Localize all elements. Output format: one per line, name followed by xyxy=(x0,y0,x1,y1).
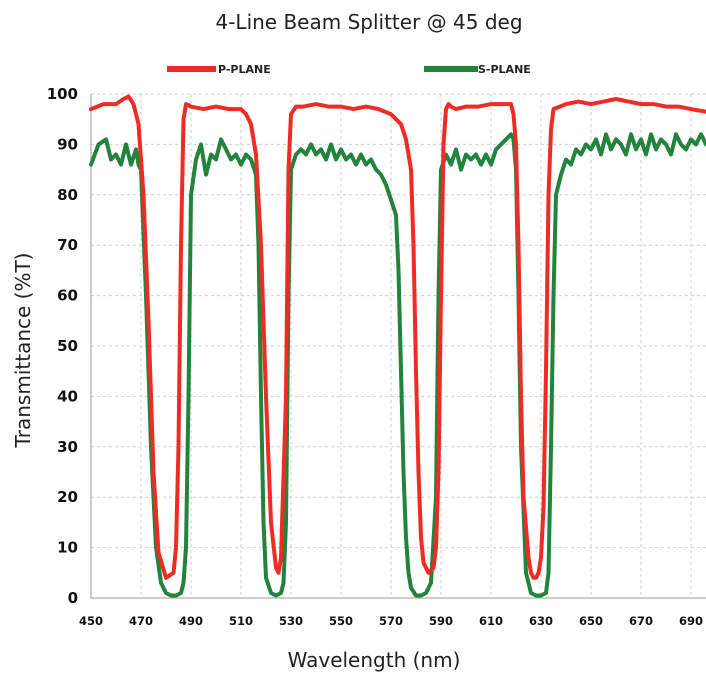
x-tick-label: 450 xyxy=(79,614,103,628)
x-tick-label: 650 xyxy=(579,614,603,628)
y-tick-label: 90 xyxy=(57,135,78,153)
x-axis-label: Wavelength (nm) xyxy=(288,648,461,672)
x-tick-label: 530 xyxy=(279,614,303,628)
x-tick-label: 510 xyxy=(229,614,253,628)
grid-lines xyxy=(90,93,706,599)
y-tick-label: 100 xyxy=(47,85,78,103)
y-tick-label: 60 xyxy=(57,287,78,305)
x-tick-label: 610 xyxy=(479,614,503,628)
x-tick-label: 490 xyxy=(179,614,203,628)
axis-frame xyxy=(90,94,706,599)
series-line-s-plane xyxy=(89,132,706,598)
chart-title: 4-Line Beam Splitter @ 45 deg xyxy=(215,10,522,34)
y-tick-label: 20 xyxy=(57,488,78,506)
y-tick-label: 70 xyxy=(57,236,78,254)
series-lines xyxy=(89,94,706,598)
x-tick-label: 670 xyxy=(629,614,653,628)
y-tick-label: 40 xyxy=(57,387,78,405)
x-tick-label: 630 xyxy=(529,614,553,628)
series-line-p-plane xyxy=(89,94,706,580)
x-tick-label: 590 xyxy=(429,614,453,628)
y-tick-label: 50 xyxy=(57,337,78,355)
x-tick-label: 550 xyxy=(329,614,353,628)
x-tick-label: 570 xyxy=(379,614,403,628)
legend: P-PLANE S-PLANE xyxy=(167,63,531,76)
y-tick-label: 10 xyxy=(57,539,78,557)
y-axis-label: Transmittance (%T) xyxy=(11,253,35,449)
y-axis-ticks: 0 10 20 30 40 50 60 70 80 90 100 xyxy=(47,85,78,607)
x-tick-label: 690 xyxy=(679,614,703,628)
x-axis-ticks: 450 470 490 510 530 550 570 590 610 630 650 670 690 xyxy=(79,614,703,628)
y-tick-label: 0 xyxy=(68,589,78,607)
y-tick-label: 30 xyxy=(57,438,78,456)
legend-s-plane-label: S-PLANE xyxy=(478,63,531,76)
legend-p-plane-label: P-PLANE xyxy=(218,63,271,76)
y-tick-label: 80 xyxy=(57,186,78,204)
x-tick-label: 470 xyxy=(129,614,153,628)
